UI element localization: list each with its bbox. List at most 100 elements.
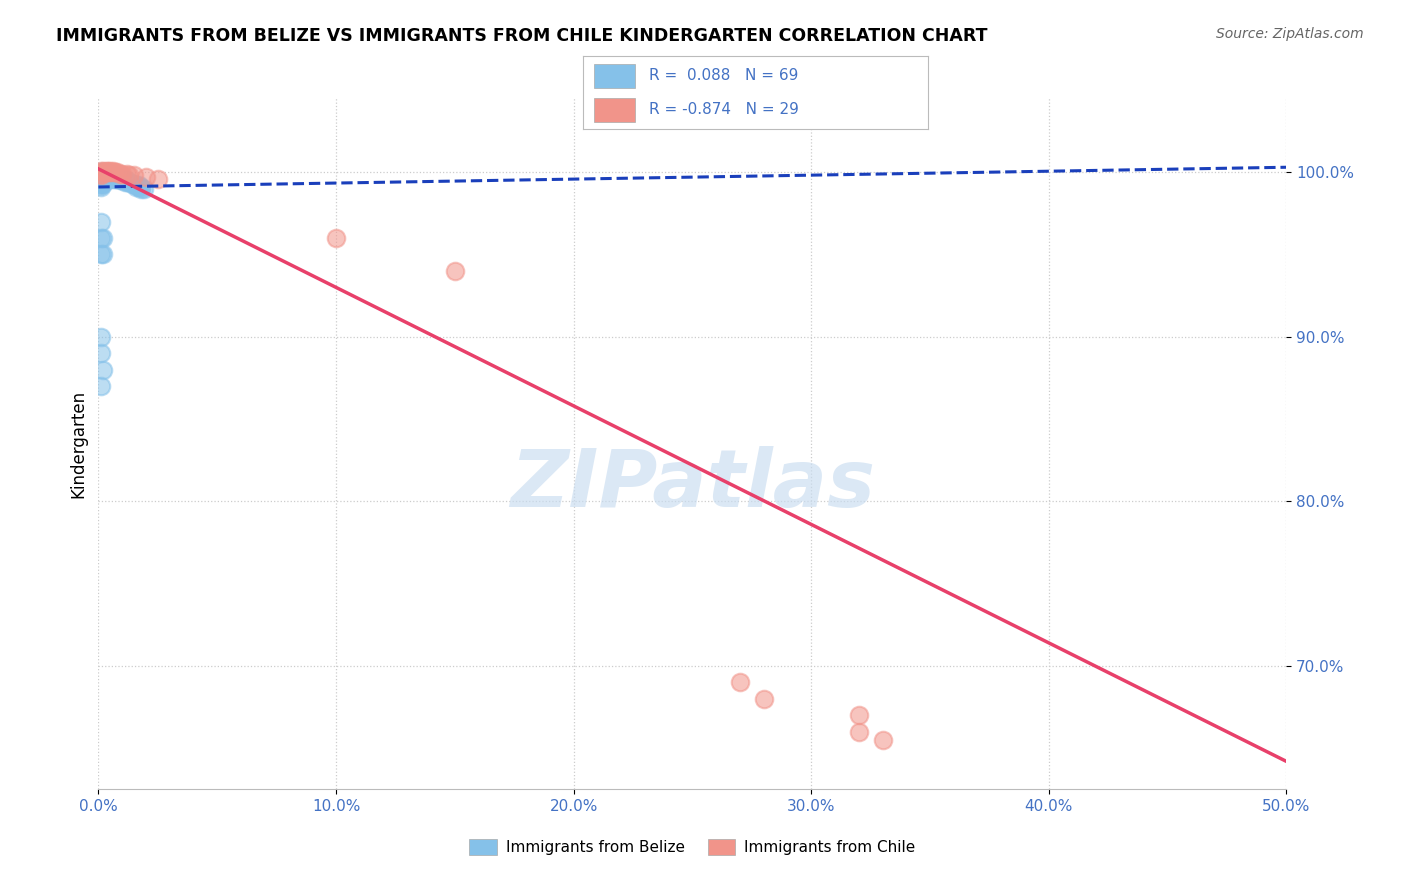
Point xyxy=(94,169,117,183)
Point xyxy=(91,362,114,376)
Point xyxy=(97,170,120,185)
Point xyxy=(91,169,114,183)
Point xyxy=(848,724,870,739)
Point xyxy=(97,169,120,183)
Point xyxy=(848,708,870,723)
Point xyxy=(728,675,751,690)
Point xyxy=(146,171,169,186)
Point xyxy=(752,692,775,706)
Point xyxy=(91,171,114,186)
Point xyxy=(325,231,347,245)
Point xyxy=(132,181,155,195)
Point xyxy=(101,165,124,179)
Point xyxy=(101,163,124,178)
Point xyxy=(115,175,138,189)
Point xyxy=(128,178,150,193)
Point xyxy=(90,379,112,393)
Point xyxy=(90,170,112,185)
Point xyxy=(91,165,114,179)
Point xyxy=(90,175,112,189)
Point xyxy=(90,214,112,228)
Legend: Immigrants from Belize, Immigrants from Chile: Immigrants from Belize, Immigrants from … xyxy=(463,833,922,862)
Point xyxy=(90,247,112,261)
Point xyxy=(91,173,114,187)
Text: ZIPatlas: ZIPatlas xyxy=(510,446,875,524)
Point xyxy=(94,170,117,185)
Point xyxy=(872,733,894,747)
Point xyxy=(90,231,112,245)
Point xyxy=(115,173,138,187)
Point xyxy=(90,169,112,183)
Point xyxy=(90,165,112,179)
Point xyxy=(128,180,150,194)
Point xyxy=(111,173,134,187)
Point xyxy=(108,171,131,186)
Point xyxy=(107,165,129,179)
Point xyxy=(90,173,112,187)
Point xyxy=(101,170,124,185)
Point xyxy=(90,169,112,183)
Point xyxy=(90,165,112,179)
Point xyxy=(90,167,112,181)
Point xyxy=(90,346,112,360)
Point xyxy=(94,167,117,181)
Point xyxy=(108,173,131,187)
Point xyxy=(111,167,134,181)
Point xyxy=(135,170,157,185)
Point xyxy=(94,165,117,179)
Point xyxy=(107,170,129,185)
Point xyxy=(98,169,121,183)
Point xyxy=(444,264,467,278)
Point xyxy=(90,167,112,181)
Point xyxy=(91,170,114,185)
Point xyxy=(98,163,121,178)
Point xyxy=(97,167,120,181)
Point xyxy=(125,178,148,193)
Point xyxy=(118,169,141,183)
Point xyxy=(122,169,145,183)
Text: R = -0.874   N = 29: R = -0.874 N = 29 xyxy=(650,103,799,118)
Point xyxy=(91,231,114,245)
Point xyxy=(94,163,117,178)
Point xyxy=(121,177,143,191)
Point xyxy=(114,173,136,187)
Point xyxy=(98,171,121,186)
Point xyxy=(97,163,120,178)
Point xyxy=(104,165,127,179)
Point xyxy=(125,180,148,194)
Point xyxy=(91,247,114,261)
Bar xyxy=(593,98,636,122)
Point xyxy=(90,180,112,194)
Text: R =  0.088   N = 69: R = 0.088 N = 69 xyxy=(650,68,799,83)
Point xyxy=(97,165,120,179)
Point xyxy=(104,171,127,186)
Point xyxy=(91,163,114,178)
Point xyxy=(104,170,127,185)
Point xyxy=(111,171,134,186)
Text: Source: ZipAtlas.com: Source: ZipAtlas.com xyxy=(1216,27,1364,41)
Point xyxy=(118,175,141,189)
Point xyxy=(91,165,114,179)
Point xyxy=(90,171,112,186)
Point xyxy=(98,165,121,179)
Point xyxy=(122,177,145,191)
Point xyxy=(101,171,124,186)
Point xyxy=(91,167,114,181)
Point xyxy=(97,171,120,186)
Point xyxy=(114,175,136,189)
Bar xyxy=(593,63,636,87)
Point xyxy=(129,181,152,195)
Point xyxy=(90,330,112,344)
Point xyxy=(90,178,112,193)
Point xyxy=(90,177,112,191)
Point xyxy=(94,171,117,186)
Point xyxy=(98,170,121,185)
Point xyxy=(90,167,112,181)
Point xyxy=(107,171,129,186)
Point xyxy=(101,169,124,183)
Point xyxy=(90,171,112,186)
Point xyxy=(90,170,112,185)
Point xyxy=(108,167,131,181)
Text: IMMIGRANTS FROM BELIZE VS IMMIGRANTS FROM CHILE KINDERGARTEN CORRELATION CHART: IMMIGRANTS FROM BELIZE VS IMMIGRANTS FRO… xyxy=(56,27,988,45)
Point xyxy=(90,163,112,178)
